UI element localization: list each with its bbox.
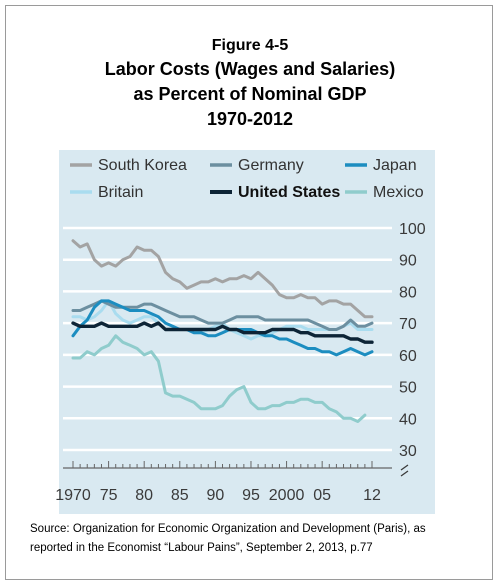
x-tick-label-2000: 2000 <box>269 487 305 504</box>
y-axis-break-mark <box>400 464 409 477</box>
series-line-mexico <box>71 334 367 423</box>
y-tick-label-60: 60 <box>399 348 417 365</box>
figure-title-line-2: as Percent of Nominal GDP <box>133 84 367 104</box>
figure-title-line-3: 1970-2012 <box>206 109 294 129</box>
figure-title-line-1: Labor Costs (Wages and Salaries) <box>104 59 396 79</box>
legend-label-united-states: United States <box>238 184 340 201</box>
series-line-south-korea <box>71 239 374 319</box>
series-line-united-states <box>71 321 374 344</box>
y-tick-label-40: 40 <box>399 411 417 428</box>
y-tick-label-50: 50 <box>399 380 417 397</box>
y-tick-label-100: 100 <box>399 221 426 238</box>
series-line-japan <box>71 299 374 357</box>
source-line-2: reported in the Economist “Labour Pains”… <box>30 542 373 554</box>
x-tick-label-90: 90 <box>206 487 224 504</box>
x-tick-label-80: 80 <box>135 487 153 504</box>
source-line-1: Source: Organization for Economic Organi… <box>30 523 426 535</box>
x-tick-label-05: 05 <box>313 487 331 504</box>
x-tick-label-75: 75 <box>100 487 118 504</box>
legend-label-japan: Japan <box>373 157 417 174</box>
figure-title-block: Figure 4-5 Labor Costs (Wages and Salari… <box>40 35 460 132</box>
y-tick-label-30: 30 <box>399 443 417 460</box>
x-tick-label-85: 85 <box>171 487 189 504</box>
y-tick-label-80: 80 <box>399 284 417 301</box>
legend-label-mexico: Mexico <box>373 184 424 201</box>
legend-label-south-korea: South Korea <box>98 157 187 174</box>
y-tick-label-90: 90 <box>399 253 417 270</box>
source-note: Source: Organization for Economic Organi… <box>30 520 470 558</box>
x-tick-label-95: 95 <box>242 487 260 504</box>
y-tick-label-70: 70 <box>399 316 417 333</box>
legend-label-britain: Britain <box>98 184 143 201</box>
figure-number: Figure 4-5 <box>211 37 289 54</box>
x-tick-label-1970: 1970 <box>55 487 91 504</box>
x-tick-label-12: 12 <box>363 487 381 504</box>
legend-label-germany: Germany <box>238 157 304 174</box>
